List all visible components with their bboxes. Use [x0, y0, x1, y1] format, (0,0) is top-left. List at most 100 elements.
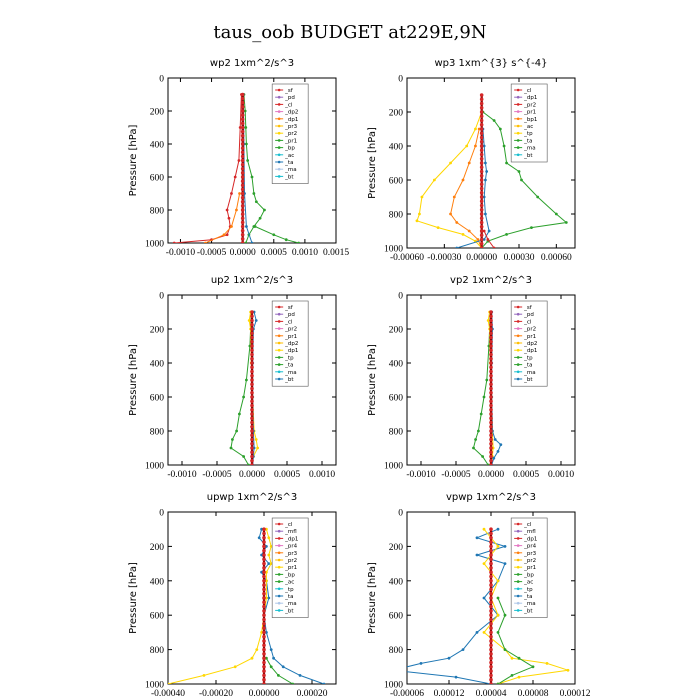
series-point — [284, 238, 288, 242]
panel-4: vp2 1xm^2/s^3 Pressure [hPa] 0 200 400 600 800… — [367, 275, 576, 480]
legend-entry: _pr4 — [284, 544, 298, 550]
series-point — [486, 238, 490, 241]
legend-marker — [277, 131, 281, 135]
series-point — [250, 395, 254, 399]
x-tick-label: 0.00008 — [518, 689, 549, 699]
legend-entry: _pr2 — [284, 558, 297, 564]
x-tick-label: 0.0010 — [548, 470, 574, 480]
series-point — [489, 322, 493, 327]
legend-entry: _bp — [284, 572, 295, 578]
series-point — [479, 114, 484, 119]
series-point — [420, 195, 424, 199]
legend-marker — [277, 124, 281, 128]
legend-marker — [516, 327, 520, 330]
series-point — [254, 200, 258, 204]
y-axis-label: Pressure [hPa] — [128, 344, 139, 416]
series-point — [262, 609, 266, 613]
series-point — [250, 322, 254, 327]
plot-frame — [167, 77, 337, 244]
legend-marker — [277, 320, 281, 323]
panel-5: upwp 1xm^2/s^3 Pressure [hPa] 0 200 400 600 80… — [128, 492, 337, 699]
series-point — [496, 527, 500, 531]
x-tick-label: 0.00020 — [297, 689, 328, 699]
series-point — [291, 682, 295, 684]
series-point — [492, 119, 496, 122]
legend-entry: _pr2 — [523, 558, 536, 564]
series-point — [487, 229, 491, 233]
legend-entry: _pr3 — [523, 551, 537, 557]
series-point — [240, 179, 245, 183]
legend-marker — [277, 580, 281, 583]
series-point — [238, 192, 241, 195]
series-point — [243, 109, 247, 113]
series-point — [238, 126, 242, 129]
series-group — [168, 527, 326, 684]
legend-marker — [277, 601, 281, 605]
series-point — [489, 463, 493, 465]
series-point — [479, 233, 484, 238]
x-tick-label: 0.00030 — [504, 253, 535, 263]
legend-marker — [277, 377, 281, 381]
series-point — [489, 553, 493, 557]
legend-entry: _bt — [523, 377, 533, 383]
series-point — [250, 412, 254, 416]
y-tick-label: 1000 — [384, 681, 403, 691]
panel-title: up2 1xm^2/s^3 — [211, 275, 293, 286]
legend-entry: _pr2 — [284, 131, 297, 137]
series-point — [262, 527, 266, 531]
series-point — [489, 622, 493, 626]
series-point — [479, 97, 484, 102]
series-point — [499, 443, 503, 446]
y-tick-label: 400 — [150, 141, 165, 151]
legend-marker — [277, 110, 281, 113]
series-point — [479, 182, 484, 187]
legend-marker — [277, 565, 281, 569]
series-point — [230, 192, 233, 195]
series-point — [489, 373, 493, 378]
y-tick-label: 200 — [150, 108, 165, 118]
series-point — [262, 682, 266, 684]
series-point — [489, 574, 493, 579]
series-point — [240, 237, 245, 241]
legend-entry: _bp — [523, 572, 534, 578]
series-point — [489, 561, 493, 566]
series-point — [503, 545, 507, 548]
series-point — [489, 365, 493, 370]
legend-entry: _pr1 — [284, 565, 297, 571]
legend-marker — [516, 551, 520, 555]
series-point — [479, 131, 484, 136]
x-tick-label: 0.0010 — [292, 248, 318, 258]
series-point — [489, 441, 493, 446]
legend-entry: _dp2 — [284, 110, 298, 116]
series-point — [262, 579, 266, 583]
y-tick-label: 1000 — [145, 462, 164, 472]
legend-entry: _bp1 — [523, 117, 537, 123]
y-tick-label: 1000 — [145, 681, 164, 691]
series-point — [244, 126, 248, 129]
legend-marker — [516, 341, 520, 345]
y-tick-label: 200 — [150, 326, 165, 336]
series-point — [250, 331, 254, 336]
series-point — [520, 178, 523, 182]
series-line — [450, 128, 483, 248]
legend-entry: _tp — [284, 355, 294, 361]
series-point — [240, 96, 245, 101]
legend-marker — [516, 522, 520, 526]
series-point — [244, 241, 248, 243]
legend-marker — [277, 594, 281, 598]
legend-marker — [516, 348, 520, 352]
legend-marker — [516, 377, 520, 381]
series-point — [231, 438, 234, 441]
legend-marker — [516, 146, 520, 149]
legend-entry: _sf — [523, 305, 533, 311]
legend-marker — [516, 529, 520, 533]
legend-marker — [516, 580, 520, 583]
legend-marker — [516, 117, 520, 121]
series-point — [489, 458, 493, 463]
x-tick-label: 0.00000 — [249, 689, 280, 699]
series-point — [489, 339, 493, 344]
legend-marker — [277, 348, 281, 352]
series-point — [489, 596, 493, 600]
series-point — [240, 175, 245, 179]
series-point — [489, 335, 493, 340]
